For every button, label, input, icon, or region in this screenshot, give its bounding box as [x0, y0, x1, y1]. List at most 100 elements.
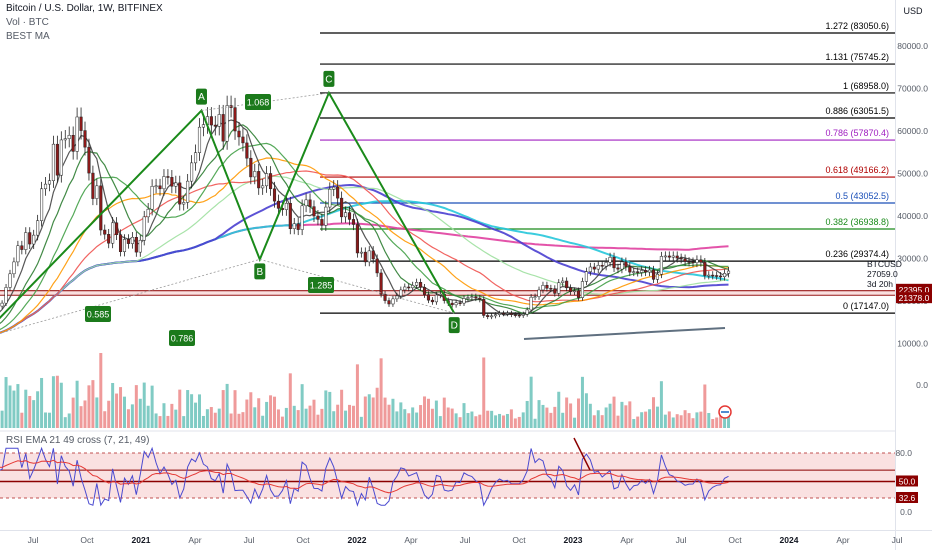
time-tick-label: Oct	[728, 535, 742, 545]
volume-bar	[150, 385, 154, 428]
price-candle	[193, 152, 198, 164]
price-candle	[667, 255, 671, 258]
price-candle	[600, 265, 604, 267]
volume-bar	[711, 419, 715, 428]
price-candle	[28, 232, 32, 245]
price-candle	[99, 185, 103, 231]
price-candle	[186, 180, 190, 203]
volume-bar	[588, 403, 592, 428]
volume-bar	[186, 390, 190, 428]
price-candle	[336, 186, 340, 199]
rsi-level-label: 50.0	[899, 476, 916, 486]
volume-bar	[367, 394, 371, 428]
fib-level-label: 0.786 (57870.4)	[825, 128, 889, 138]
price-candle	[509, 313, 513, 315]
price-candle	[111, 222, 115, 244]
moving-average-line	[0, 142, 729, 331]
volume-bar	[304, 408, 308, 428]
harmonic-retracement-connector	[0, 258, 260, 334]
volume-bar	[126, 409, 130, 428]
price-candle	[616, 267, 620, 270]
volume-bar	[505, 413, 509, 428]
price-candle	[296, 223, 300, 230]
price-candle	[351, 219, 356, 225]
price-candle	[663, 255, 667, 258]
fib-level-label: 0.236 (29374.4)	[825, 249, 889, 259]
price-candle	[648, 269, 652, 273]
price-candle	[576, 290, 581, 298]
volume-bar	[111, 383, 115, 428]
price-candle	[43, 183, 48, 190]
volume-bar	[636, 416, 640, 428]
harmonic-point-label: C	[325, 74, 332, 85]
price-candle	[320, 219, 324, 226]
price-candle	[624, 261, 628, 267]
rsi-indicator-title[interactable]: RSI EMA 21 49 cross (7, 21, 49)	[6, 435, 150, 446]
price-candle	[122, 239, 127, 252]
price-candle	[466, 297, 470, 299]
volume-bar	[28, 395, 32, 428]
volume-bar	[616, 415, 620, 428]
volume-bar	[671, 417, 675, 428]
volume-bar	[178, 389, 182, 428]
volume-bar	[584, 393, 588, 428]
price-candle	[197, 126, 202, 153]
volume-bar	[40, 377, 44, 428]
time-tick-label: 2024	[780, 535, 799, 545]
price-candle	[328, 188, 332, 208]
price-tick-label: 30000.0	[897, 254, 928, 264]
time-tick-label: Jul	[28, 535, 39, 545]
price-candle	[241, 136, 245, 144]
harmonic-point-badge	[195, 88, 207, 105]
volume-bar	[233, 390, 237, 428]
volume-bar	[387, 404, 391, 428]
volume-bar	[71, 397, 75, 428]
currency-label: USD	[903, 6, 923, 16]
price-candle	[671, 255, 675, 258]
price-candle	[154, 185, 158, 188]
fib-level-label: 0 (17147.0)	[843, 301, 889, 311]
price-candle	[387, 300, 391, 305]
volume-bar	[675, 414, 679, 428]
price-candle	[458, 302, 462, 304]
volume-bar	[478, 414, 482, 428]
volume-bar	[553, 406, 557, 428]
price-candle	[8, 273, 12, 288]
volume-bar	[261, 415, 265, 428]
price-candle	[517, 314, 521, 317]
volume-bar	[36, 391, 40, 428]
harmonic-retracement-connector	[259, 258, 455, 314]
volume-bar	[154, 413, 158, 428]
price-candle	[588, 266, 592, 272]
best-ma-indicator-label[interactable]: BEST MA	[6, 31, 50, 42]
volume-bar	[482, 357, 486, 428]
volume-bar	[391, 398, 395, 428]
fib-level-label: 0.382 (36938.8)	[825, 217, 889, 227]
volume-bar	[67, 413, 71, 428]
harmonic-ratio-label: 1.285	[310, 281, 333, 291]
volume-bar	[79, 406, 83, 428]
price-candle	[375, 258, 379, 274]
volume-bar	[533, 418, 537, 428]
volume-bar	[269, 395, 273, 428]
volume-bar	[501, 415, 505, 428]
price-candle	[557, 282, 561, 294]
harmonic-ratio-badge	[85, 306, 111, 322]
volume-bar	[399, 402, 403, 428]
volume-bar	[229, 413, 233, 428]
volume-indicator-label[interactable]: Vol · BTC	[6, 17, 49, 28]
price-candle	[233, 107, 237, 132]
volume-bar	[663, 414, 667, 428]
volume-bar	[194, 402, 198, 428]
volume-bar	[521, 412, 525, 428]
volume-bar	[292, 405, 296, 428]
volume-bar	[75, 380, 79, 428]
volume-bar	[679, 415, 683, 428]
price-candle	[55, 143, 59, 176]
volume-bar	[719, 414, 723, 428]
price-tick-label: 80000.0	[897, 41, 928, 51]
harmonic-ratio-label: 0.585	[87, 310, 110, 320]
price-candle	[715, 275, 719, 277]
volume-bar	[517, 416, 521, 428]
